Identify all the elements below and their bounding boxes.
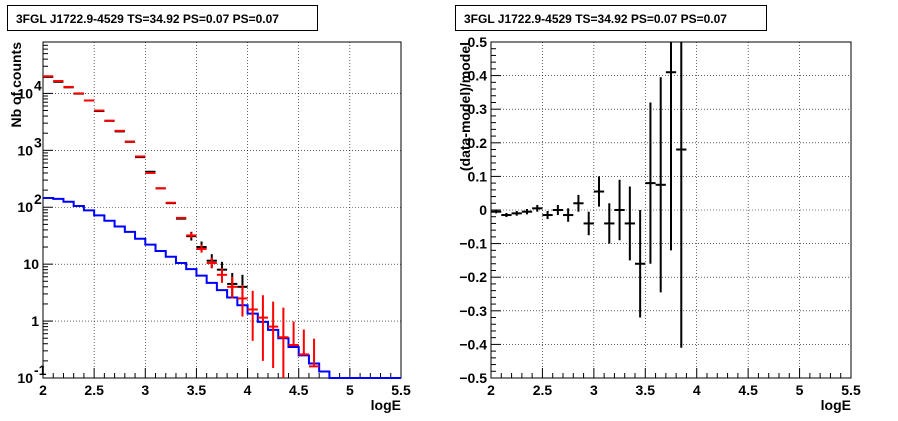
model-histogram-line [43, 197, 401, 379]
residual-point [501, 213, 512, 218]
x-tick-label: 2 [487, 382, 495, 398]
y-tick-label: 0.3 [468, 101, 488, 117]
y-tick-label: 10 [17, 85, 33, 101]
x-tick-label: 3 [590, 382, 598, 398]
x-tick-label: 4.5 [289, 382, 309, 398]
x-tick-label: 4 [693, 382, 701, 398]
y-tick-label: −0.1 [459, 236, 487, 252]
y-tick-label: −0.3 [459, 303, 487, 319]
model-point [257, 295, 269, 361]
residual-point [624, 186, 635, 261]
x-tick-label: 2 [39, 382, 47, 398]
residual-point [532, 204, 543, 212]
y-tick-label: 10 [17, 199, 33, 215]
x-tick-label: 4.5 [738, 382, 758, 398]
residual-point [521, 208, 533, 215]
y-tick-label: 10 [17, 370, 33, 386]
x-tick-label: 5.5 [841, 382, 861, 398]
y-tick-label: −0.2 [459, 269, 487, 285]
model-point [227, 276, 238, 299]
model-point [268, 301, 279, 368]
x-tick-label: 4 [244, 382, 252, 398]
x-axis-title: logE [821, 397, 851, 413]
residual-point [635, 210, 646, 318]
y-tick-label: 0.5 [468, 34, 488, 50]
right-chart-title: 3FGL J1722.9-4529 TS=34.92 PS=0.07 PS=0.… [455, 5, 767, 31]
x-tick-label: 2.5 [533, 382, 553, 398]
residual-point [614, 179, 625, 241]
model-point [186, 232, 197, 238]
y-axis-title: (data-model)/model [457, 42, 473, 171]
residuals-plot: 2 2.5 3 3.5 4 4.5 5 5.5 −0.5 −0.4 −0.3 −0.2 −0.1 0 0.1… [457, 34, 861, 413]
left-chart-title: 3FGL J1722.9-4529 TS=34.92 PS=0.07 PS=0.… [7, 5, 318, 31]
residual-point [552, 204, 563, 216]
y-tick-label: −0.4 [459, 336, 487, 352]
residual-point [593, 176, 605, 207]
model-point [206, 257, 217, 269]
residual-point [676, 42, 687, 348]
y-tick-exponent: -1 [34, 362, 47, 378]
residual-point [604, 203, 615, 244]
model-point [308, 338, 320, 368]
model-point [216, 268, 228, 283]
x-tick-label: 5 [346, 382, 354, 398]
y-tick-exponent: 4 [34, 77, 42, 93]
x-axis-title: logE [371, 397, 401, 413]
residual-point [655, 77, 666, 293]
residual-point [645, 102, 656, 264]
y-tick-exponent: 2 [34, 191, 42, 207]
x-tick-label: 5.5 [391, 382, 411, 398]
y-tick-label: 1 [31, 313, 39, 329]
y-axis-title: Nb of counts [8, 42, 24, 128]
residual-point [491, 210, 502, 214]
model-point [288, 321, 299, 346]
x-tick-label: 5 [796, 382, 804, 398]
x-tick-label: 3.5 [187, 382, 207, 398]
y-tick-label: 0.4 [468, 68, 488, 84]
model-point [237, 285, 248, 317]
residual-point [665, 42, 677, 251]
y-tick-label: 10 [23, 256, 39, 272]
residual-point [583, 211, 594, 236]
model-point [196, 244, 207, 253]
y-tick-label: 0.1 [468, 168, 488, 184]
residual-point [563, 208, 574, 222]
model-point [298, 329, 309, 356]
plot-frame [42, 41, 402, 379]
residual-point [573, 194, 584, 212]
x-tick-label: 2.5 [84, 382, 104, 398]
residual-point [511, 211, 522, 216]
y-tick-label: 0 [479, 202, 487, 218]
model-point [278, 307, 289, 378]
x-tick-label: 3.5 [636, 382, 656, 398]
y-tick-label: −0.5 [459, 370, 487, 386]
model-point [247, 290, 258, 341]
residual-point [542, 211, 553, 220]
y-tick-exponent: 3 [34, 134, 42, 150]
y-tick-label: 10 [17, 142, 33, 158]
x-tick-label: 3 [141, 382, 149, 398]
y-tick-label: 0.2 [468, 135, 488, 151]
